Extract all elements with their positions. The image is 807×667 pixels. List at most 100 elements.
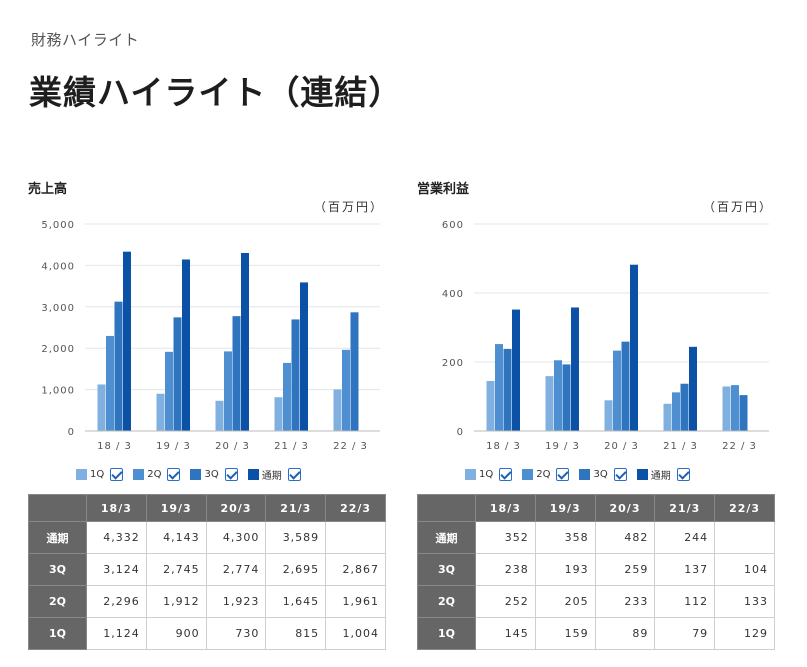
- page-title: 業績ハイライト（連結）: [29, 73, 403, 112]
- table-cell: 1,124: [86, 617, 147, 650]
- legend-swatch: [465, 469, 476, 480]
- chart-unit: （百万円）: [313, 200, 384, 214]
- x-tick-label: 18 / 3: [97, 441, 132, 452]
- column-header: [28, 494, 87, 522]
- legend-checkbox[interactable]: [613, 468, 627, 481]
- bar[interactable]: [224, 351, 232, 431]
- bar[interactable]: [554, 360, 562, 431]
- legend-checkbox[interactable]: [167, 468, 181, 481]
- table-cell: 259: [594, 553, 656, 586]
- bar[interactable]: [106, 335, 114, 431]
- y-tick-label: 200: [442, 358, 464, 369]
- table-cell: 2,695: [265, 553, 327, 586]
- bar[interactable]: [291, 319, 300, 431]
- bar[interactable]: [241, 252, 249, 431]
- legend-item[interactable]: 通期: [247, 467, 301, 482]
- bar[interactable]: [604, 400, 613, 431]
- column-header: 19/3: [145, 494, 207, 522]
- bar[interactable]: [731, 385, 739, 431]
- bar[interactable]: [495, 344, 503, 431]
- sales-bar-chart: 5,000 4,000 3,000 2,000 1,000 0 18 / 3 19 / 3 20…: [41, 220, 380, 452]
- table-cell: 4,143: [145, 521, 207, 554]
- table-cell: 79: [654, 617, 716, 650]
- bar[interactable]: [215, 400, 224, 431]
- legend-item[interactable]: 通期: [636, 467, 690, 482]
- legend-checkbox[interactable]: [110, 468, 124, 481]
- legend-item[interactable]: 3Q: [190, 468, 238, 481]
- legend-item[interactable]: 3Q: [579, 468, 627, 481]
- sales-panel: 売上高 （百万円） 5,000 4,000 3,000 2,000 1,000 0 18 /…: [28, 176, 388, 656]
- table-cell: 358: [534, 521, 596, 554]
- bar[interactable]: [114, 301, 123, 431]
- bar[interactable]: [486, 380, 495, 431]
- legend-item[interactable]: 1Q: [465, 468, 513, 481]
- legend-checkbox[interactable]: [676, 468, 690, 481]
- table-cell: 2,296: [86, 585, 147, 618]
- bar[interactable]: [562, 364, 571, 431]
- legend-label: 通期: [261, 471, 282, 482]
- legend-label: 2Q: [536, 469, 551, 480]
- operating-profit-bar-chart: 600 400 200 0 18 / 3 19 / 3 20 / 3 21 / 3 22 / 3: [442, 220, 769, 452]
- table-cell: 4,332: [86, 521, 147, 554]
- table-cell: 252: [475, 585, 536, 618]
- bar[interactable]: [274, 397, 283, 431]
- column-header: 19/3: [534, 494, 596, 522]
- x-tick-label: 18 / 3: [486, 441, 521, 452]
- bar[interactable]: [333, 389, 342, 431]
- bar[interactable]: [156, 393, 165, 431]
- table-cell: [714, 521, 775, 554]
- legend-item[interactable]: 1Q: [76, 468, 124, 481]
- table-cell: 238: [475, 553, 536, 586]
- bar[interactable]: [689, 346, 697, 431]
- y-tick-label: 4,000: [41, 261, 75, 272]
- row-header: 通期: [28, 521, 87, 554]
- legend-item[interactable]: 2Q: [133, 468, 181, 481]
- legend-label: 1Q: [479, 469, 494, 480]
- table-cell: 1,645: [265, 585, 327, 618]
- legend-checkbox[interactable]: [499, 468, 513, 481]
- bar[interactable]: [571, 307, 579, 431]
- operating-profit-table: 18/3 19/3 20/3 21/3 22/3 通期 352 358 482 244 3Q 238 1…: [417, 494, 775, 650]
- row-header: 3Q: [417, 553, 476, 586]
- legend-checkbox[interactable]: [556, 468, 570, 481]
- y-tick-label: 1,000: [41, 386, 75, 397]
- bar[interactable]: [545, 376, 554, 431]
- bar[interactable]: [232, 316, 241, 431]
- bar[interactable]: [350, 312, 359, 431]
- legend-swatch: [76, 469, 87, 480]
- legend-swatch: [522, 469, 534, 480]
- breadcrumb[interactable]: 財務ハイライト: [31, 31, 140, 49]
- column-header: 18/3: [86, 494, 147, 522]
- legend-checkbox[interactable]: [287, 468, 301, 481]
- bar[interactable]: [123, 251, 131, 431]
- bar[interactable]: [283, 362, 291, 431]
- y-tick-label: 600: [442, 220, 464, 231]
- bar[interactable]: [503, 348, 512, 431]
- bar[interactable]: [739, 395, 748, 431]
- bar[interactable]: [613, 350, 621, 431]
- table-cell: 4,300: [205, 521, 267, 554]
- row-header: 2Q: [28, 585, 87, 618]
- bar[interactable]: [300, 282, 308, 431]
- bar[interactable]: [621, 341, 630, 431]
- legend-checkbox[interactable]: [224, 468, 238, 481]
- bar[interactable]: [722, 386, 731, 431]
- table-row: 1Q 1,124 900 730 815 1,004: [28, 617, 386, 650]
- bar[interactable]: [672, 392, 680, 431]
- bar[interactable]: [173, 317, 182, 431]
- chart-title: 売上高: [28, 182, 68, 197]
- table-cell: 193: [534, 553, 596, 586]
- bar[interactable]: [630, 264, 638, 431]
- bar[interactable]: [97, 384, 106, 431]
- bar[interactable]: [342, 349, 350, 431]
- bar[interactable]: [680, 383, 689, 431]
- table-cell: 2,774: [205, 553, 267, 586]
- bar[interactable]: [512, 309, 520, 431]
- bar[interactable]: [663, 403, 672, 431]
- table-cell: 2,745: [145, 553, 207, 586]
- operating-profit-panel: 営業利益 （百万円） 600 400 200 0 18 / 3 19 / 3 20 / 3 2…: [417, 176, 777, 656]
- legend-item[interactable]: 2Q: [522, 468, 570, 481]
- row-header: 1Q: [417, 617, 476, 650]
- bar[interactable]: [165, 351, 173, 431]
- bar[interactable]: [182, 259, 190, 431]
